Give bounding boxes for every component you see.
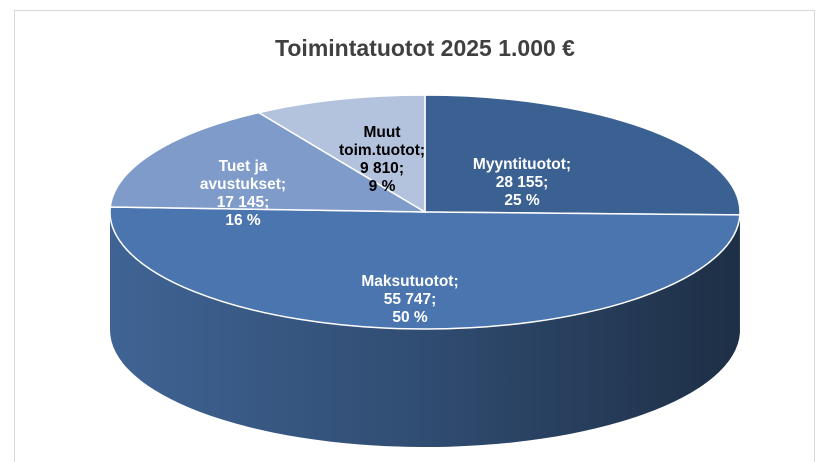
label-text: 25 % xyxy=(504,192,540,209)
label-text: 16 % xyxy=(225,212,261,229)
label-text: Muut toim.tuotot xyxy=(338,124,420,159)
pie-tops xyxy=(109,94,741,330)
pie-slice xyxy=(256,94,426,214)
label-text: 55 747 xyxy=(383,291,432,308)
label-text: 28 155 xyxy=(495,174,544,191)
label-text: Maksutuotot xyxy=(361,273,454,290)
label-text: 17 145 xyxy=(216,194,265,211)
data-label: Muut toim.tuotot; 9 810; 9 % xyxy=(327,124,437,196)
data-label: Myyntituotot; 28 155; 25 % xyxy=(447,156,597,210)
label-separator: ; xyxy=(419,142,426,159)
label-separator: ; xyxy=(543,174,549,191)
label-text: 9 810 xyxy=(360,160,399,177)
pie-slice xyxy=(424,94,741,216)
data-label: Maksutuotot; 55 747; 50 % xyxy=(335,273,485,327)
data-label: Tuet ja avustukset; 17 145; 16 % xyxy=(183,158,303,230)
label-text: 9 % xyxy=(368,178,396,195)
pie-slice xyxy=(109,206,741,330)
chart-title: Toimintatuotot 2025 1.000 € xyxy=(275,35,575,61)
label-separator: ; xyxy=(280,176,287,193)
label-separator: ; xyxy=(431,291,437,308)
label-separator: ; xyxy=(264,194,270,211)
label-text: Myyntituotot xyxy=(472,156,566,173)
label-separator: ; xyxy=(453,273,459,290)
label-text: Tuet ja avustukset xyxy=(199,158,281,193)
label-text: 50 % xyxy=(392,309,428,326)
label-separator: ; xyxy=(398,160,404,177)
pie-slice xyxy=(109,111,428,213)
label-separator: ; xyxy=(565,156,572,173)
